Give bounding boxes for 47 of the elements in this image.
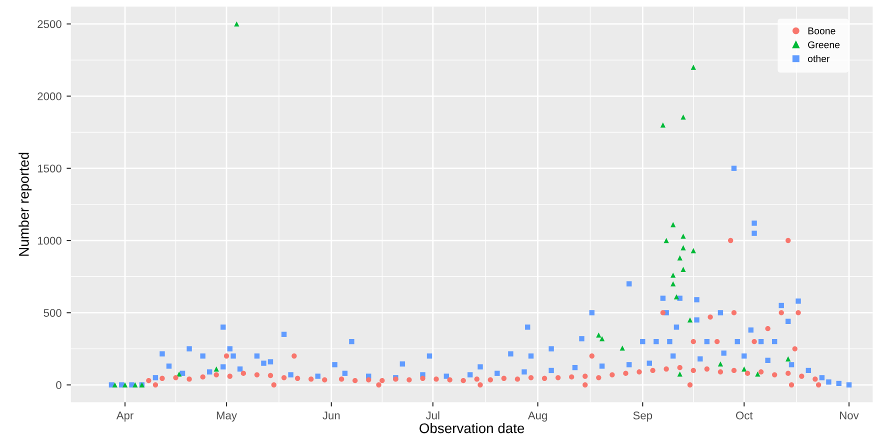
- point: [122, 382, 128, 388]
- point: [680, 266, 686, 272]
- point: [742, 366, 747, 372]
- point: [112, 382, 118, 388]
- point: [660, 122, 666, 128]
- point: [214, 366, 219, 372]
- x-axis-title: Observation date: [420, 422, 524, 434]
- x-tick-label: Apr: [116, 412, 134, 422]
- x-tick-label: Jun: [322, 412, 340, 420]
- y-tick-label: 0: [56, 381, 62, 390]
- point: [690, 64, 696, 70]
- y-tick-label: 500: [44, 308, 62, 317]
- point: [718, 361, 724, 367]
- point: [687, 317, 693, 323]
- x-tick-label: Nov: [840, 412, 859, 420]
- point: [596, 332, 602, 338]
- point: [677, 371, 682, 377]
- point: [599, 336, 605, 342]
- point: [674, 294, 680, 300]
- y-tick-label: 2500: [38, 20, 62, 28]
- legend-label: other: [808, 55, 830, 62]
- point: [620, 345, 625, 351]
- point: [176, 371, 182, 377]
- x-tick-label: Oct: [736, 412, 753, 420]
- point: [664, 238, 669, 244]
- point: [786, 356, 791, 362]
- x-tick-label: Sep: [633, 412, 652, 422]
- point: [680, 114, 686, 120]
- y-axis-title: Number reported: [18, 152, 32, 256]
- point: [680, 245, 686, 250]
- point: [677, 255, 682, 260]
- point: [132, 382, 138, 388]
- point: [690, 248, 696, 254]
- x-tick-label: May: [216, 412, 237, 422]
- x-tick-label: Aug: [528, 412, 547, 422]
- y-tick-label: 1000: [38, 236, 62, 245]
- point: [670, 281, 676, 286]
- point: [755, 371, 760, 377]
- point: [680, 234, 686, 239]
- x-tick-label: Jul: [426, 411, 440, 420]
- point: [670, 272, 676, 278]
- y-tick-label: 2000: [38, 92, 62, 100]
- y-tick-label: 1500: [38, 164, 62, 172]
- point: [234, 21, 240, 27]
- legend-label: Greene: [808, 41, 840, 48]
- legend-label: Boone: [808, 28, 836, 34]
- point: [670, 222, 676, 228]
